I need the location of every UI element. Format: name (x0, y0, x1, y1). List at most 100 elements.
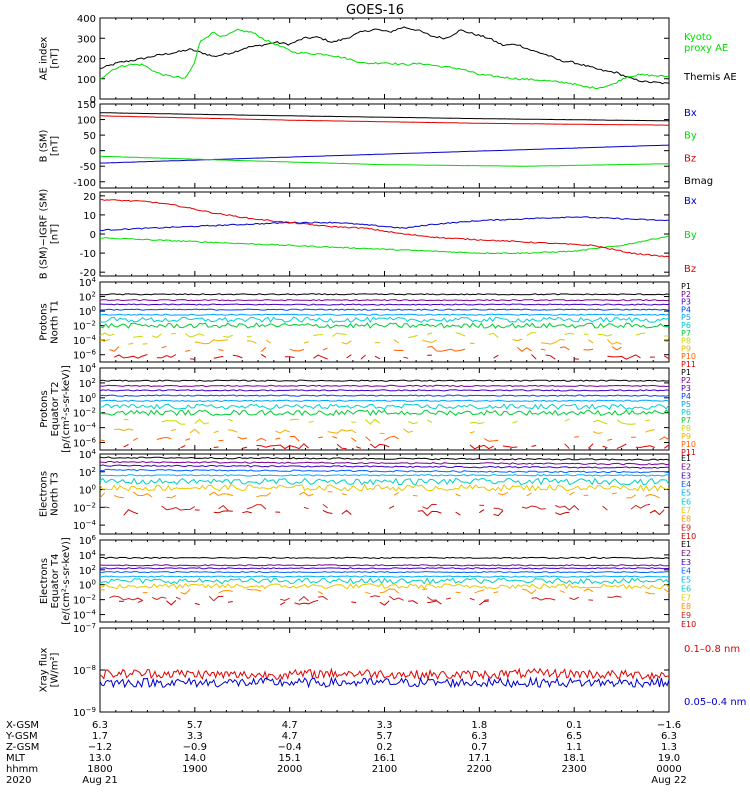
series-e4 (99, 468, 670, 474)
y-tick-label: 100 (77, 75, 96, 86)
y-tick-label: 102 (79, 466, 96, 479)
series-p4 (99, 308, 670, 311)
legend-p3: P3 (681, 384, 691, 393)
x-table-cell: 4.7 (282, 731, 298, 742)
x-table-cell: −0.4 (278, 742, 302, 753)
x-table-cell: 16.1 (373, 753, 395, 764)
series-e6 (99, 477, 670, 486)
legend-p10: P10 (681, 352, 696, 361)
series-e9 (110, 596, 655, 601)
x-table-cell: 18.1 (563, 753, 585, 764)
series-p10 (110, 346, 670, 351)
y-tick-label: -50 (80, 162, 96, 173)
panel-frame (99, 627, 670, 713)
series-bz (100, 115, 670, 126)
y-axis-label: [nT] (50, 224, 61, 244)
panel-frame (99, 539, 670, 623)
series-p2 (99, 299, 670, 302)
legend-e6: E6 (681, 584, 691, 593)
row-label-y-gsm: Y-GSM (5, 731, 38, 742)
series-bz (99, 198, 670, 258)
series-e9 (105, 504, 669, 510)
y-tick-label: 50 (83, 131, 96, 142)
series-e5 (99, 474, 669, 477)
legend-p5: P5 (681, 400, 691, 409)
legend-p11: P11 (681, 360, 696, 369)
y-axis-label: B (SM) (39, 129, 50, 162)
series-p11 (113, 353, 670, 360)
row-label-mlt: MLT (6, 753, 26, 764)
legend-e1: E1 (681, 454, 691, 463)
series-e10 (119, 600, 655, 605)
legend-p7: P7 (681, 329, 691, 338)
y-tick-label: 100 (79, 484, 96, 497)
x-table-cell: −1.2 (88, 742, 112, 753)
legend-bz: Bz (684, 153, 696, 164)
x-table-cell: 4.7 (282, 720, 298, 731)
y-tick-label: -10 (80, 249, 96, 260)
x-table-cell: 6.5 (566, 731, 582, 742)
panel-eequator: Electrons Equator T4 [e/(cm²-s-sr-keV)] 106… (39, 534, 696, 629)
y-tick-label: 0 (90, 230, 96, 241)
x-table-cell: 14.0 (184, 753, 206, 764)
series-p5 (99, 399, 670, 402)
series-p4 (99, 394, 670, 397)
y-tick-label: 100 (79, 579, 96, 592)
legend-p3: P3 (681, 298, 691, 307)
y-axis-label: B (SM)−IGRF (SM) (39, 189, 50, 280)
legend-e10: E10 (681, 532, 696, 541)
series-bx (99, 144, 670, 164)
y-tick-label: 0 (90, 95, 96, 106)
figure-title: GOES-16 (346, 3, 404, 18)
legend-e8: E8 (681, 602, 691, 611)
series-e2 (99, 460, 670, 466)
y-axis-label: North T1 (50, 300, 61, 344)
series-p11 (123, 443, 670, 450)
y-tick-label: 100 (77, 116, 96, 127)
series-bx (99, 216, 669, 232)
row-label-x-gsm: X-GSM (6, 720, 39, 731)
x-table-cell: 0000 (656, 764, 681, 775)
legend-themis-ae: Themis AE (683, 72, 737, 83)
series-p7 (99, 322, 670, 329)
y-tick-label: 10−2 (73, 320, 96, 333)
row-label-hhmm: hhmm (6, 764, 38, 775)
y-axis-label: [p/(cm²-s-sr-keV)] (61, 365, 72, 453)
series-p8 (99, 332, 670, 339)
series-e4 (100, 570, 670, 574)
legend-kyoto: Kyoto (684, 32, 712, 43)
series-e3 (99, 567, 669, 570)
y-axis-label: Electrons (39, 471, 50, 517)
series-themis-ae (100, 26, 670, 85)
legend-p10: P10 (681, 440, 696, 449)
panel-enorth: Electrons North T3 104 102 100 10−2 10−4 E1E2E3… (39, 448, 697, 541)
y-tick-label: 104 (79, 448, 97, 461)
x-table-cell: 3.3 (377, 720, 393, 731)
series-e6 (99, 577, 670, 585)
series-p6 (99, 403, 670, 410)
legend-xray-0: 0.1–0.8 nm (684, 644, 740, 655)
legend-p4: P4 (681, 305, 691, 314)
x-table-cell: Aug 22 (651, 775, 686, 786)
x-table-cell: −0.9 (183, 742, 207, 753)
series-e8 (99, 588, 670, 595)
y-axis-label: Equator T4 (50, 554, 61, 609)
legend-e7: E7 (681, 593, 691, 602)
x-table-cell: 0.7 (471, 742, 487, 753)
legend-p9: P9 (681, 344, 691, 353)
y-tick-label: 10−4 (73, 334, 97, 347)
x-table-cell: 5.7 (377, 731, 393, 742)
y-tick-label: 10−9 (73, 706, 96, 719)
legend-e7: E7 (681, 506, 691, 515)
legend-by: By (684, 131, 697, 142)
y-tick-label: 10−4 (73, 422, 97, 435)
legend-p2: P2 (681, 290, 691, 299)
x-table-cell: 1.7 (92, 731, 108, 742)
y-tick-label: 102 (79, 377, 96, 390)
y-tick-label: 102 (79, 291, 96, 304)
legend-e6: E6 (681, 497, 691, 506)
legend-e8: E8 (681, 515, 691, 524)
y-tick-label: 150 (77, 100, 96, 111)
series-p10 (99, 435, 670, 442)
legend-e5: E5 (681, 576, 691, 585)
